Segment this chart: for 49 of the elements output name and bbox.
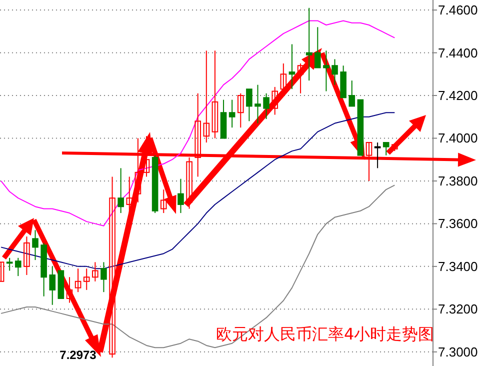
candlestick (66, 276, 73, 304)
candlestick (49, 266, 56, 306)
candlestick (212, 50, 218, 139)
candlestick (118, 168, 124, 214)
candlestick (323, 50, 330, 92)
candlestick (134, 138, 142, 203)
candlestick (109, 176, 116, 358)
candlestick (314, 26, 321, 68)
candlestick (32, 230, 38, 261)
y-tick-label: 7.4200 (438, 88, 478, 104)
candlestick (254, 84, 261, 124)
y-tick-label: 7.3000 (438, 344, 478, 360)
candlestick (83, 268, 90, 290)
candlestick (348, 80, 356, 107)
candlestick (272, 86, 278, 116)
y-tick-label: 7.3800 (438, 173, 478, 188)
candlestick (382, 142, 390, 156)
candlestick (178, 178, 184, 214)
y-tick-label: 7.4400 (438, 45, 478, 60)
candlestick (24, 236, 30, 276)
candlestick (186, 156, 192, 210)
candlestick (237, 92, 244, 128)
y-tick-label: 7.3200 (438, 302, 478, 317)
y-tick-label: 7.3600 (438, 216, 478, 232)
candlestick (374, 142, 381, 169)
y-tick-label: 7.4000 (438, 130, 478, 146)
candlestick (306, 7, 312, 82)
candlestick (74, 268, 82, 293)
candlestick (143, 136, 150, 178)
candlestick (203, 50, 210, 144)
candlestick (228, 99, 236, 128)
candlestick (100, 262, 107, 293)
y-tick-label: 7.3400 (438, 258, 478, 274)
candlestick (6, 257, 13, 272)
candlestick (14, 257, 22, 277)
candlestick (332, 58, 338, 86)
candlestick (263, 92, 270, 120)
y-tick-label: 7.4600 (438, 2, 478, 18)
annotation: 7.2973 (60, 348, 97, 362)
candlestick (366, 142, 372, 182)
candlestick (288, 44, 296, 90)
candlestick (160, 189, 167, 214)
candlestick (92, 262, 98, 282)
candlestick (297, 62, 304, 94)
candlestick (126, 176, 133, 214)
candlestick (194, 92, 201, 178)
line-series (0, 20, 396, 226)
candlestick (246, 88, 252, 122)
text: 欧元对人民币汇率4小时走势图 (216, 324, 434, 344)
